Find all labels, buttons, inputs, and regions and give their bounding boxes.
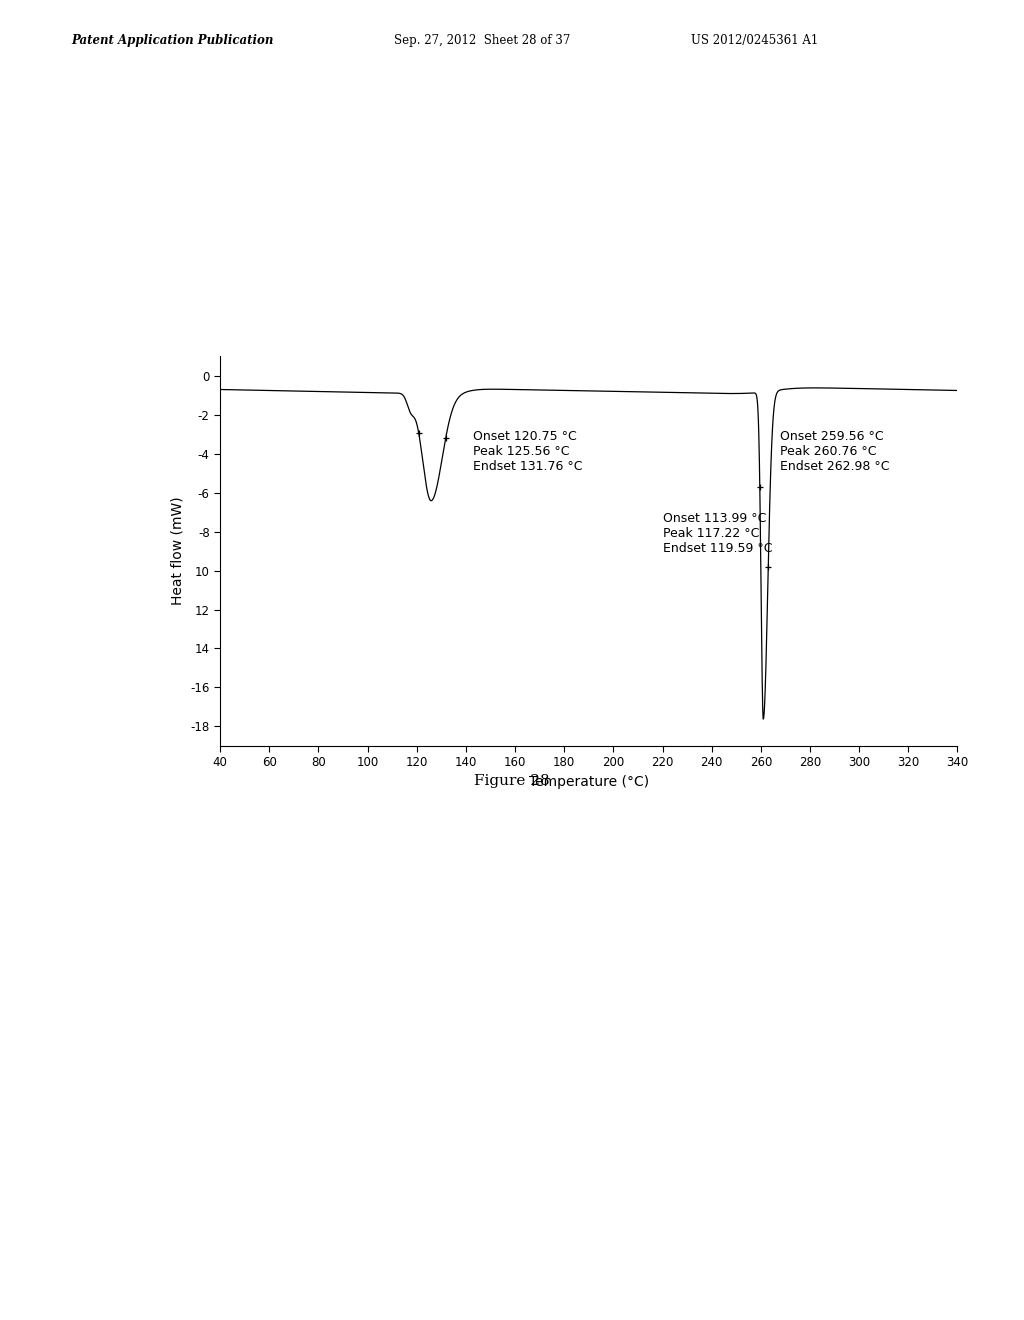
Text: Figure 28: Figure 28 <box>474 775 550 788</box>
Text: Sep. 27, 2012  Sheet 28 of 37: Sep. 27, 2012 Sheet 28 of 37 <box>394 33 570 46</box>
Text: Onset 120.75 °C
Peak 125.56 °C
Endset 131.76 °C: Onset 120.75 °C Peak 125.56 °C Endset 13… <box>473 430 583 474</box>
Text: Patent Application Publication: Patent Application Publication <box>72 33 274 46</box>
Text: Onset 259.56 °C
Peak 260.76 °C
Endset 262.98 °C: Onset 259.56 °C Peak 260.76 °C Endset 26… <box>780 430 890 474</box>
Y-axis label: Heat flow (mW): Heat flow (mW) <box>171 496 184 606</box>
Text: US 2012/0245361 A1: US 2012/0245361 A1 <box>691 33 818 46</box>
Text: Onset 113.99 °C
Peak 117.22 °C
Endset 119.59 °C: Onset 113.99 °C Peak 117.22 °C Endset 11… <box>663 512 772 556</box>
X-axis label: Temperature (°C): Temperature (°C) <box>528 775 649 789</box>
